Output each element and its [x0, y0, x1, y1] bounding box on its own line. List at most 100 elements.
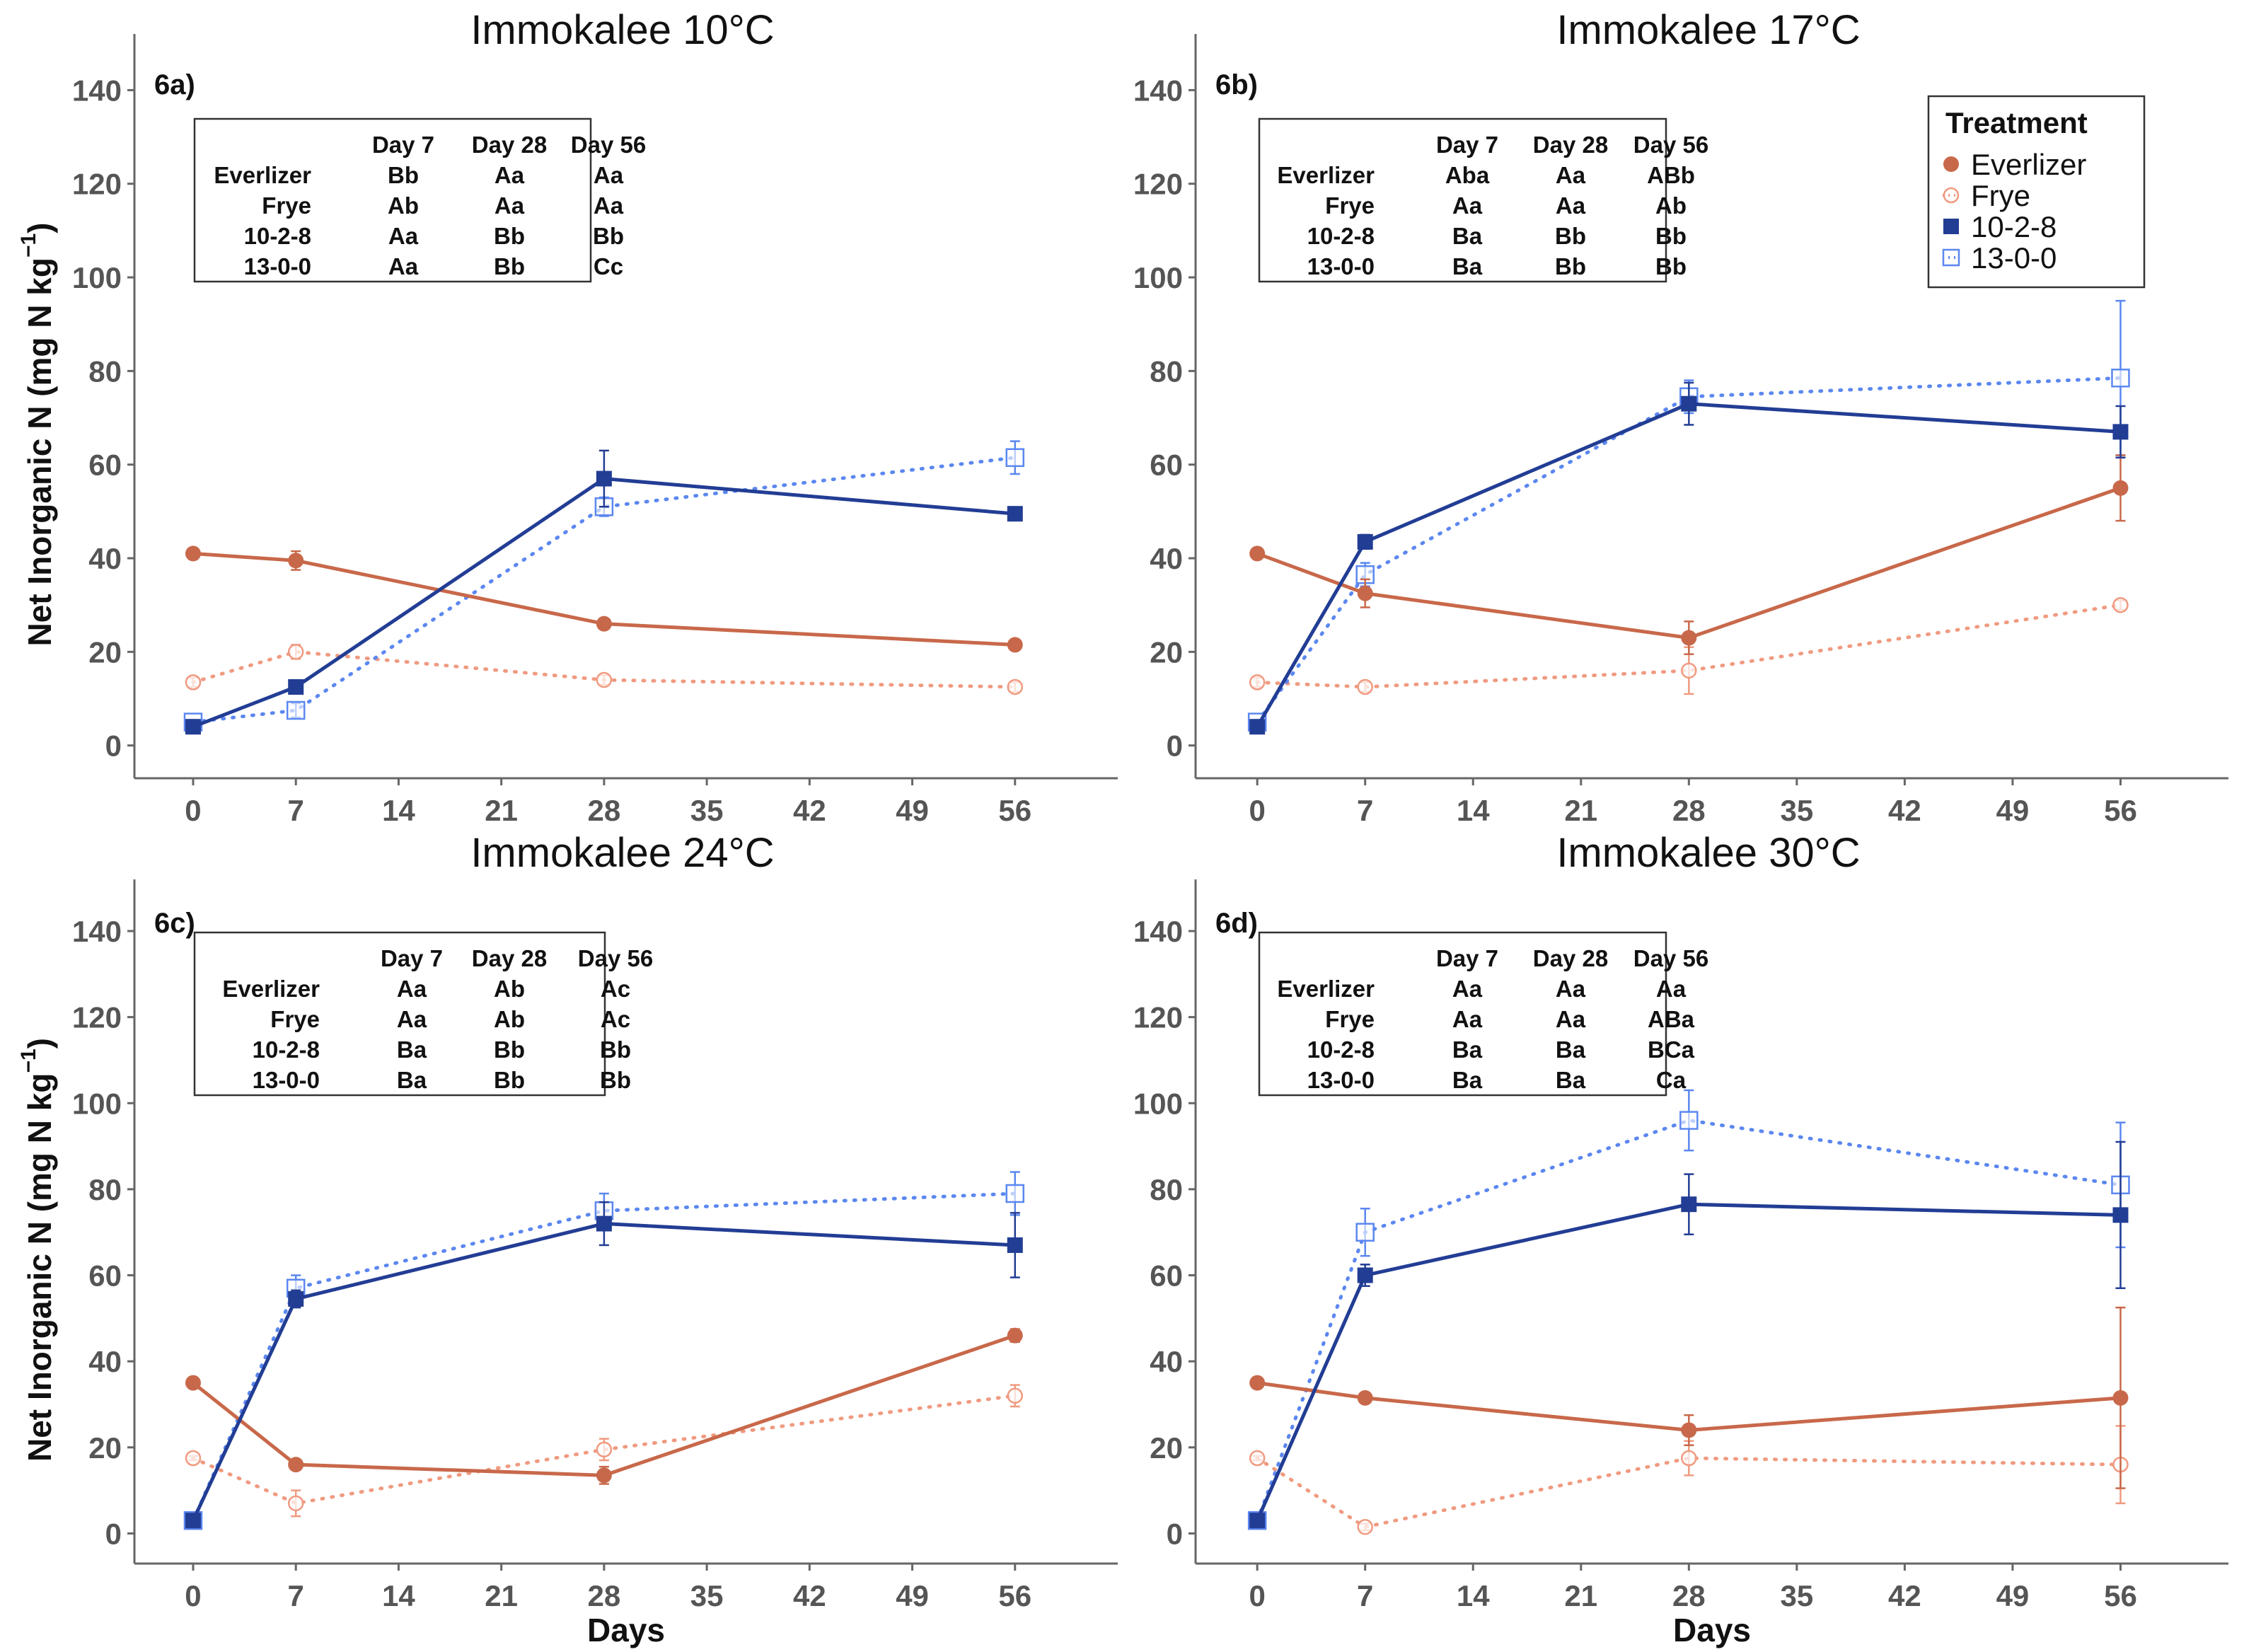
stats-cell: Aa: [388, 223, 419, 249]
stats-cell: Ac: [601, 1006, 630, 1032]
stats-row-label: 10-2-8: [1307, 1036, 1375, 1063]
y-tick-label: 20: [88, 1431, 122, 1465]
data-point: [287, 1495, 304, 1512]
stats-cell: Ba: [1556, 1036, 1586, 1063]
x-tick-label: 49: [1996, 794, 2030, 827]
data-point: [1007, 637, 1023, 653]
stats-cell: BCa: [1648, 1036, 1695, 1063]
y-axis-label-sup: −1: [17, 233, 40, 258]
x-tick-label: 28: [588, 794, 621, 827]
data-point: [1681, 630, 1697, 646]
stats-row-label: 13-0-0: [244, 253, 311, 279]
legend-item: 10-2-8: [1943, 210, 2057, 243]
series-line: [1255, 376, 2122, 724]
y-axis-label-main: Net Inorganic N (mg N kg: [21, 1073, 58, 1462]
x-tick-label: 35: [1780, 1579, 1813, 1612]
x-tick-label: 42: [1888, 1579, 1921, 1612]
data-point: [288, 553, 304, 569]
y-tick-label: 100: [1133, 261, 1183, 294]
stats-header-cell: Day 28: [1533, 132, 1608, 158]
stats-cell: Aa: [1656, 976, 1687, 1002]
data-point: [1249, 1375, 1266, 1391]
x-tick-label: 56: [998, 794, 1031, 827]
stats-cell: Ba: [1556, 1067, 1586, 1093]
stats-cell: Ba: [1452, 223, 1483, 249]
series-line: [1255, 486, 2122, 640]
series-line: [1255, 402, 2122, 729]
panel-4: Immokalee 30°C 6d) 0 20 40 60 80 100 120 140 0 7 14 2…: [1133, 830, 2228, 1648]
data-point: [1007, 506, 1023, 522]
x-tick-label: 7: [1357, 794, 1373, 827]
series-line: [1255, 603, 2122, 689]
stats-row-label: 13-0-0: [1307, 1067, 1375, 1093]
data-point: [287, 644, 304, 660]
stats-cell: Aa: [1556, 976, 1586, 1002]
stats-cell: Aa: [495, 192, 525, 219]
stats-cell: Bb: [494, 1067, 525, 1093]
y-tick-label: 60: [88, 1259, 122, 1293]
stats-cell: Ba: [397, 1036, 427, 1063]
stats-header-cell: Day 56: [1633, 945, 1708, 971]
stats-cell: Ab: [494, 976, 525, 1002]
data-point: [185, 545, 201, 562]
series-line: [1255, 1381, 2122, 1432]
stats-header-cell: Day 56: [1633, 132, 1708, 158]
stats-cell: Aa: [1452, 1006, 1483, 1032]
data-point: [1357, 1267, 1373, 1283]
x-tick-label: 35: [1780, 794, 1813, 827]
series-frye: [185, 644, 1024, 695]
stats-cell: Aa: [594, 192, 624, 219]
stats-table-border: [193, 117, 592, 283]
y-tick-label: 120: [1133, 168, 1183, 201]
stats-row-label: Frye: [1325, 1006, 1375, 1032]
series-10-2-8: [185, 1201, 1023, 1529]
stats-cell: Ac: [601, 976, 630, 1002]
series-10-2-8: [185, 449, 1023, 735]
data-point: [1357, 678, 1373, 695]
y-tick-label: 100: [72, 261, 122, 294]
stats-cell: Bb: [388, 162, 419, 188]
data-point: [1681, 662, 1697, 679]
data-point: [185, 674, 202, 691]
y-tick-label: 40: [1150, 542, 1183, 575]
x-tick-label: 35: [690, 794, 724, 827]
data-point: [596, 616, 612, 632]
series-everlizer: [185, 1327, 1023, 1485]
stats-cell: ABb: [1647, 162, 1695, 188]
stats-row-label: Frye: [262, 192, 311, 219]
y-tick-label: 0: [105, 1517, 122, 1550]
y-tick-label: 60: [1150, 449, 1183, 482]
y-tick-label: 80: [1150, 354, 1183, 388]
stats-cell: Aa: [594, 162, 624, 188]
stats-header-cell: Day 28: [1533, 945, 1608, 971]
x-tick-label: 28: [1672, 1579, 1706, 1612]
y-axis-label: Net Inorganic N (mg N kg−1): [17, 1038, 58, 1462]
stats-header-cell: Day 7: [372, 132, 434, 158]
data-point: [2112, 1207, 2129, 1223]
legend-marker: [1943, 156, 1959, 172]
data-point: [185, 1375, 201, 1391]
y-tick-label: 140: [72, 915, 122, 948]
x-tick-label: 21: [1564, 794, 1597, 827]
panel-1: Immokalee 10°C 6a) 0 20 40 60 80 100 120 140 0 7 14 2…: [17, 7, 1118, 827]
x-tick-label: 28: [1672, 794, 1706, 827]
data-point: [596, 1215, 612, 1232]
legend-label: 10-2-8: [1971, 210, 2057, 243]
stats-cell: Aa: [388, 253, 419, 279]
stats-cell: Bb: [1555, 223, 1586, 249]
y-axis-label: Net Inorganic N (mg N kg−1): [17, 222, 58, 646]
y-tick-label: 40: [88, 542, 122, 575]
series-frye: [1249, 596, 2129, 695]
stats-header-cell: Day 7: [1436, 945, 1498, 971]
stats-cell: Aa: [1556, 192, 1586, 219]
y-tick-label: 120: [72, 1001, 122, 1034]
data-point: [288, 1457, 304, 1473]
stats-cell: Bb: [1655, 253, 1687, 279]
stats-cell: Ba: [1452, 253, 1483, 279]
stats-cell: Aa: [1452, 192, 1483, 219]
stats-table-border: [1258, 117, 1667, 283]
stats-header-cell: Day 7: [381, 945, 443, 971]
legend-item: 13-0-0: [1942, 241, 2057, 275]
series-10-2-8: [1249, 1140, 2129, 1529]
